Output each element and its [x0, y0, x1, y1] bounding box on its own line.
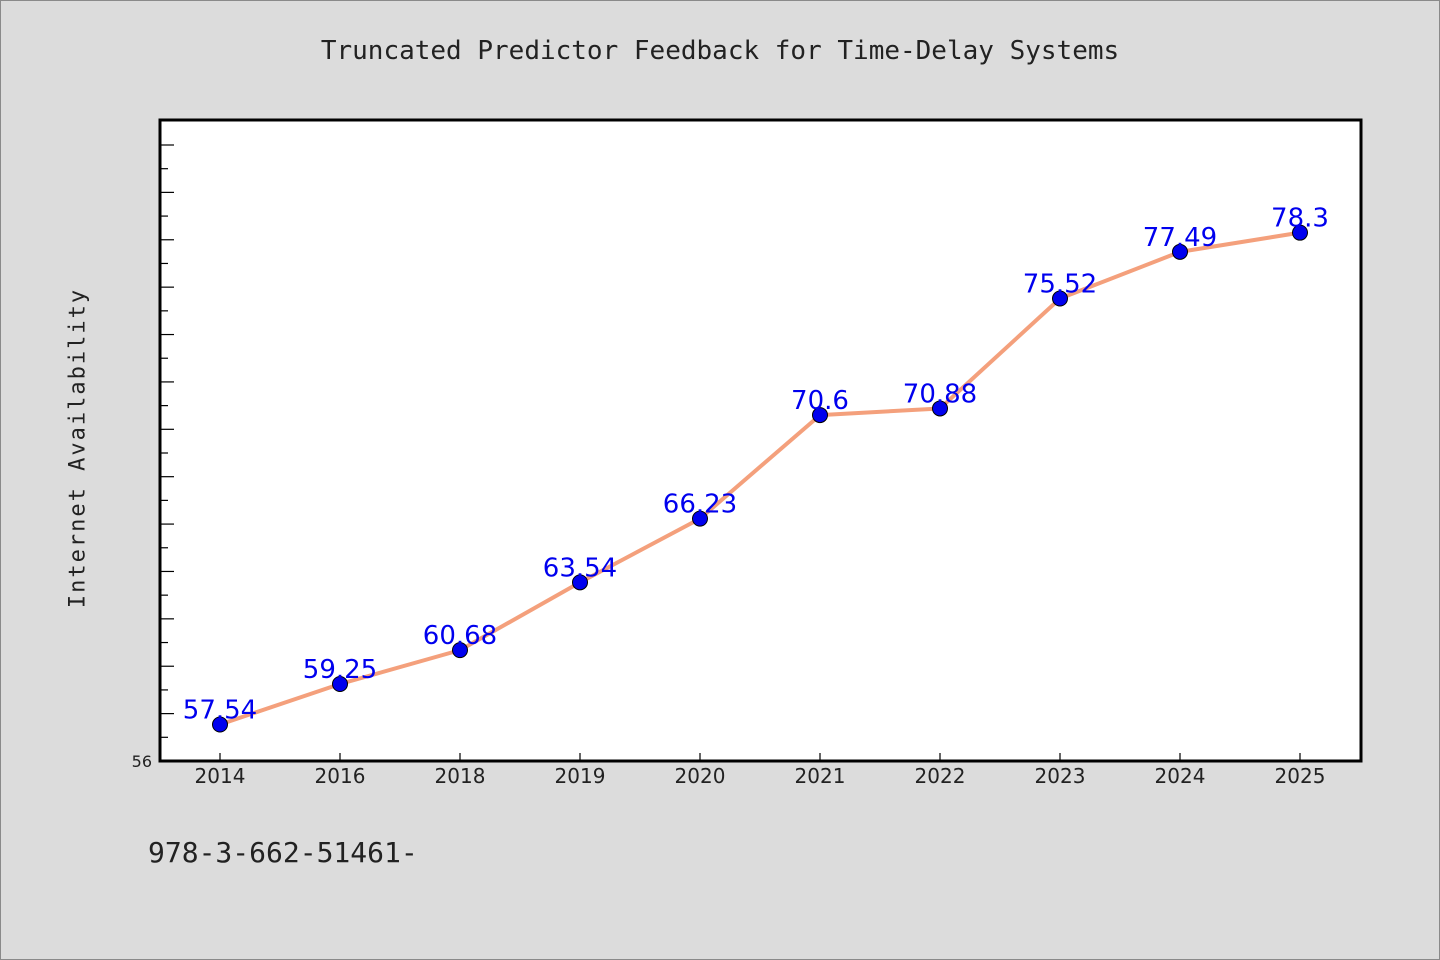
data-point — [1292, 224, 1308, 241]
data-label: 70.88 — [903, 379, 977, 409]
x-tick-label: 2021 — [795, 764, 846, 788]
data-point — [812, 407, 828, 424]
data-point — [692, 510, 708, 527]
x-tick-label: 2014 — [195, 764, 246, 788]
data-label: 57.54 — [183, 696, 257, 726]
data-label: 66.23 — [663, 490, 737, 520]
data-label: 75.52 — [1023, 270, 1097, 300]
data-label: 78.3 — [1271, 204, 1329, 234]
data-label: 77.49 — [1143, 223, 1217, 253]
y-axis-ticks: 56 — [132, 144, 174, 771]
data-label: 70.6 — [791, 386, 849, 416]
data-point — [1052, 290, 1068, 307]
data-label: 60.68 — [423, 621, 497, 651]
x-tick-label: 2023 — [1035, 764, 1086, 788]
x-tick-label: 2025 — [1275, 764, 1326, 788]
data-point — [332, 676, 348, 692]
plot-area — [158, 118, 1363, 763]
data-point — [212, 716, 228, 733]
x-tick-label: 2020 — [675, 764, 726, 788]
x-tick-label: 2019 — [555, 764, 606, 788]
x-tick-label: 2018 — [435, 764, 486, 788]
data-label: 63.54 — [543, 553, 617, 583]
data-point — [1172, 243, 1188, 260]
footer-note: 978-3-662-51461- — [148, 836, 418, 869]
series-line — [218, 230, 1302, 727]
chart-title: Truncated Predictor Feedback for Time-De… — [320, 36, 1120, 66]
y-tick-label: 56 — [132, 752, 152, 771]
x-tick-label: 2024 — [1155, 764, 1206, 788]
x-axis-ticks: 2014 2016 2018 2019 2020 2021 2022 2023 2024 2025 — [195, 753, 1326, 788]
series-points-group — [212, 224, 1308, 733]
data-point — [932, 400, 948, 417]
data-labels-group: 57.54 59.25 60.68 63.54 66.23 70.6 70.88 75.52 7… — [183, 204, 1329, 726]
x-tick-label: 2022 — [915, 764, 966, 788]
x-tick-label: 2016 — [315, 764, 366, 788]
data-point — [452, 642, 468, 659]
series-line-group — [218, 230, 1302, 727]
data-label: 59.25 — [303, 655, 377, 685]
data-point — [572, 574, 588, 591]
